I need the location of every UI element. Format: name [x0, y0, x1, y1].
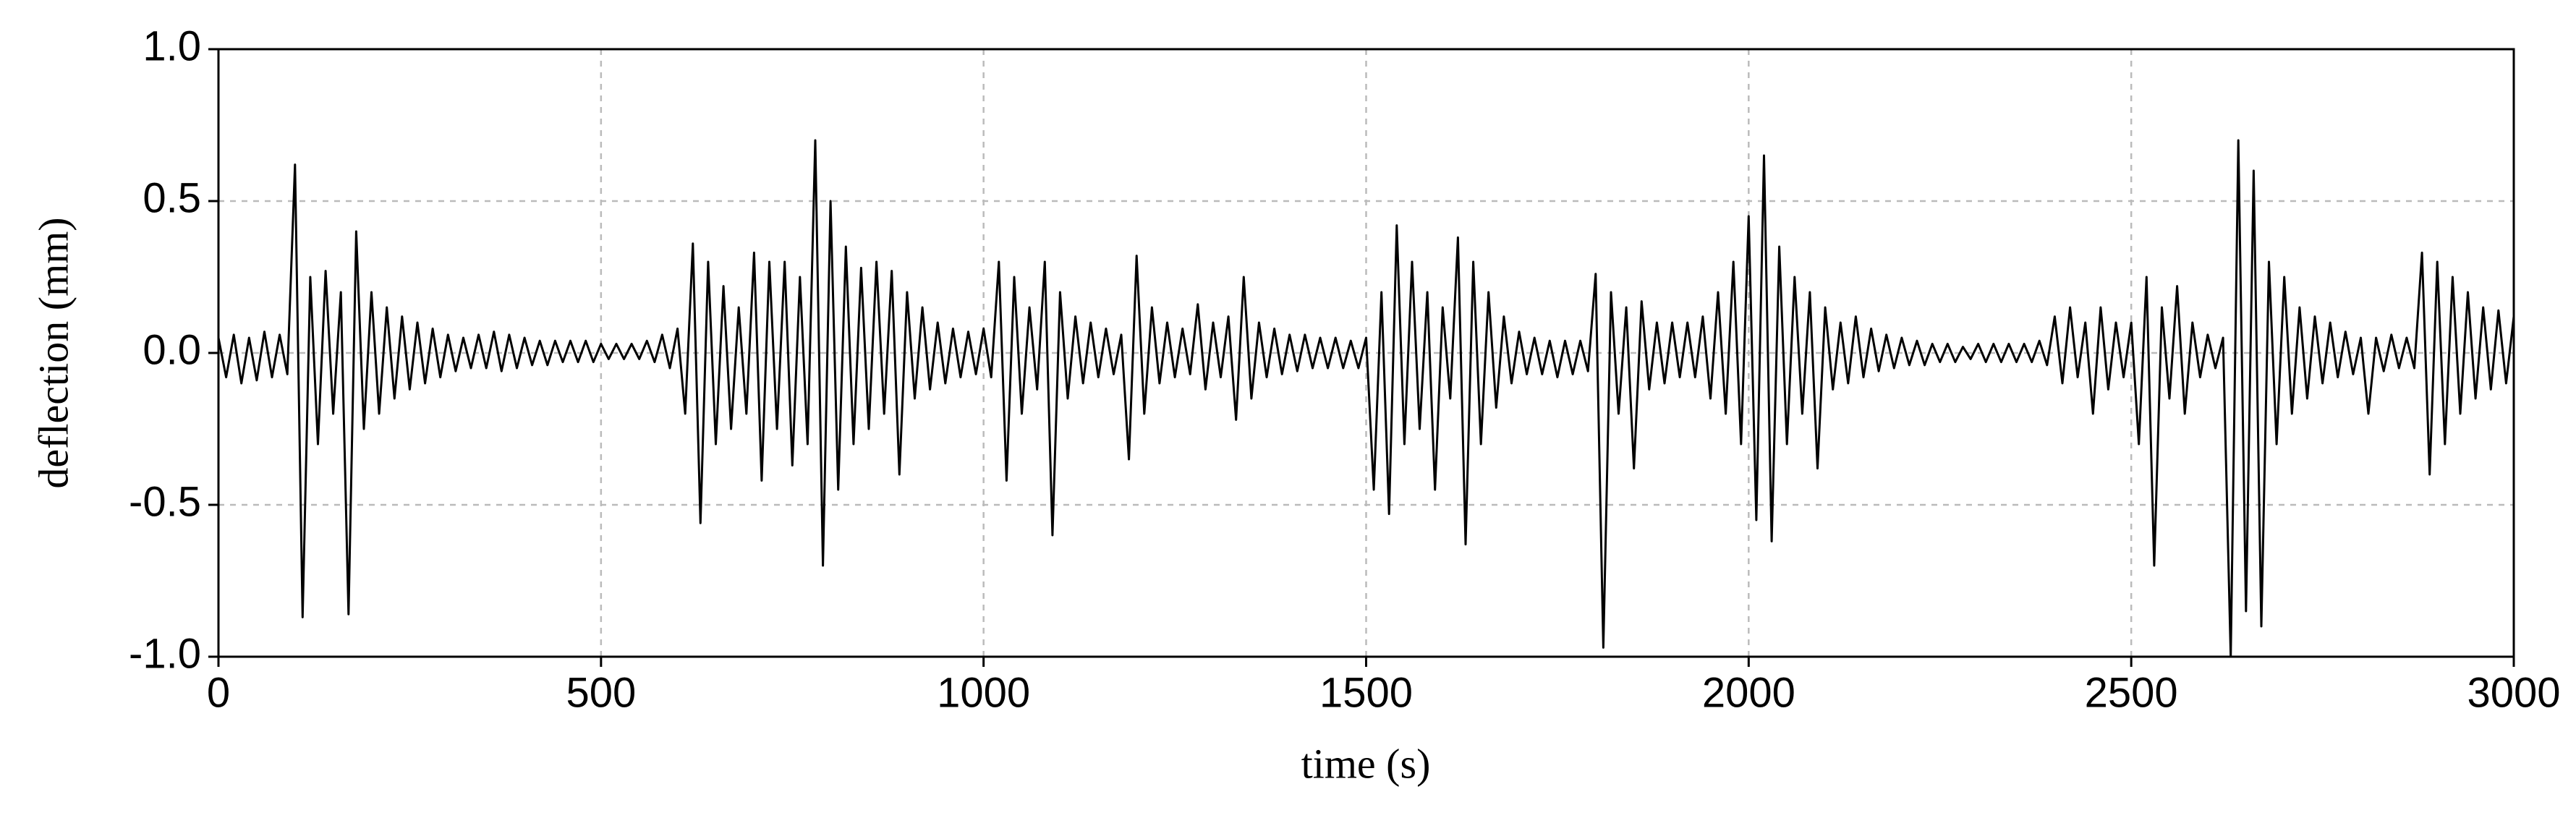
y-tick-label: 0.5 [143, 174, 201, 221]
x-tick-label: 500 [566, 669, 636, 716]
x-tick-label: 0 [207, 669, 230, 716]
x-axis-label: time (s) [1301, 740, 1431, 787]
y-tick-label: 0.0 [143, 326, 201, 373]
x-tick-label: 2000 [1702, 669, 1795, 716]
plot-frame [217, 48, 2515, 658]
y-axis-label: deflection (mm) [30, 217, 77, 488]
y-tick-label: 1.0 [143, 22, 201, 69]
x-tick-label: 3000 [2467, 669, 2560, 716]
y-tick-label: -1.0 [129, 630, 201, 677]
x-tick-label: 1500 [1319, 669, 1413, 716]
y-tick-label: -0.5 [129, 478, 201, 525]
x-tick-label: 2500 [2085, 669, 2178, 716]
x-tick-label: 1000 [937, 669, 1030, 716]
signal-line [217, 139, 2515, 658]
